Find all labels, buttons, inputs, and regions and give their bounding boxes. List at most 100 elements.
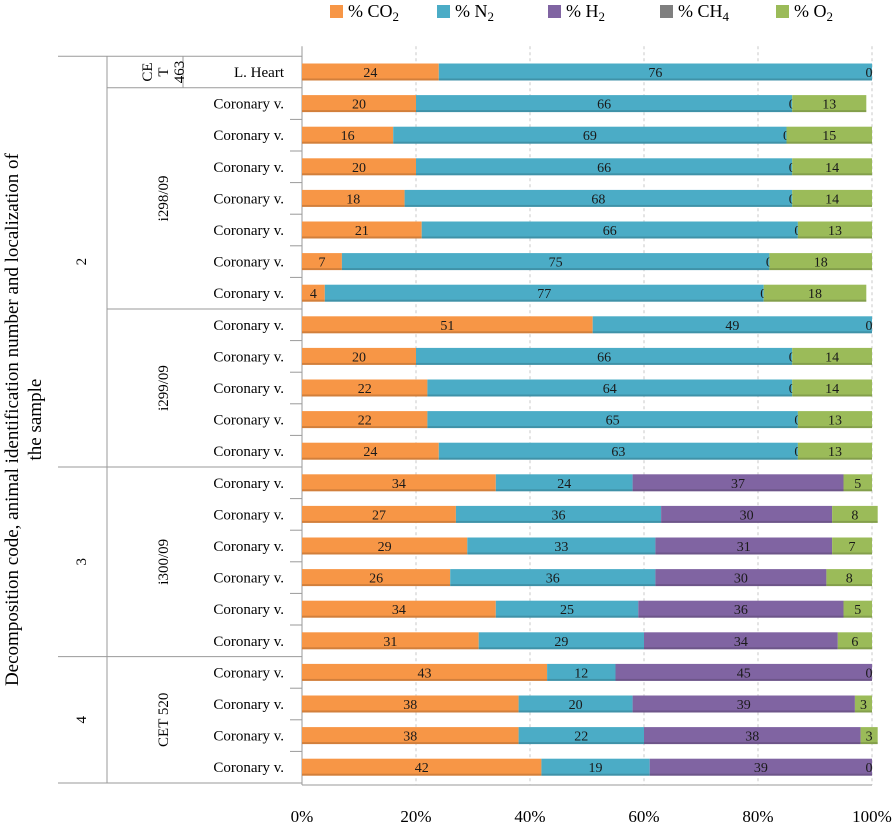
data-label: 22	[358, 414, 372, 429]
bar-segment	[416, 95, 793, 113]
x-tick-label: 0%	[291, 807, 314, 826]
bar-shade	[302, 362, 416, 365]
data-label: 4	[310, 287, 317, 302]
bar-segment	[843, 474, 872, 492]
bar-shade	[826, 584, 872, 587]
bar-shade	[661, 520, 833, 523]
data-label: 7	[849, 540, 856, 555]
bar-shade	[649, 773, 872, 776]
category-label: Coronary v.	[213, 286, 284, 302]
bar-shade	[644, 742, 861, 745]
legend-swatch	[330, 5, 343, 18]
bar-shade	[302, 678, 548, 681]
category-label: L. Heart	[234, 65, 285, 81]
bar-shade	[302, 742, 519, 745]
category-label: Coronary v.	[213, 255, 284, 271]
x-tick-label: 80%	[742, 807, 773, 826]
data-label: 24	[557, 477, 571, 492]
group-labels: CE T 463 i298/09 i299/09 i300/09 CET 520 2 3 4	[74, 61, 188, 747]
bar-segment	[421, 221, 798, 239]
data-label: 51	[440, 319, 454, 334]
bar-shade	[302, 457, 439, 460]
data-label: 0	[866, 319, 873, 334]
bar-segment	[302, 632, 479, 650]
bar-segment	[592, 316, 872, 334]
bar-row-17: 34 25 36 5	[302, 600, 872, 618]
bar-segment	[769, 253, 872, 271]
bar-shade	[302, 299, 325, 302]
bar-segment	[341, 253, 770, 271]
category-label: Coronary v.	[213, 571, 284, 587]
bar-segment	[302, 253, 342, 271]
bar-shade	[438, 78, 872, 81]
bar-segment	[302, 284, 325, 302]
data-label: 75	[549, 256, 563, 271]
x-tick-label: 40%	[514, 807, 545, 826]
y-axis-label: Decomposition code, animal identificatio…	[2, 152, 46, 686]
data-label: 39	[754, 761, 768, 776]
bar-shade	[786, 141, 872, 144]
bar-shade	[302, 615, 496, 618]
bar-segment	[495, 474, 633, 492]
bar-segment	[495, 600, 639, 618]
bar-shade	[302, 204, 405, 207]
bar-row-8: 51 49 0	[302, 316, 873, 334]
data-label: 6	[851, 635, 858, 650]
bar-row-22: 42 19 39 0	[302, 758, 873, 776]
animal-id-label: CE	[140, 62, 156, 81]
animal-id-label: i300/09	[156, 539, 172, 585]
data-label: 63	[611, 445, 625, 460]
bar-segment	[404, 189, 793, 207]
data-label: 34	[734, 635, 748, 650]
data-label: 30	[740, 508, 754, 523]
bar-segment	[302, 758, 542, 776]
data-label: 34	[392, 477, 406, 492]
category-label: Coronary v.	[213, 191, 284, 207]
data-label: 13	[828, 224, 842, 239]
legend-item-1: % N2	[437, 1, 494, 24]
bar-segment	[632, 474, 844, 492]
bar-shade	[438, 457, 798, 460]
bar-segment	[416, 158, 793, 176]
x-tick-label: 20%	[400, 807, 431, 826]
data-label: 3	[860, 698, 867, 713]
bar-row-20: 38 20 39 3	[302, 695, 872, 713]
category-label: Coronary v.	[213, 539, 284, 555]
bar-shade	[638, 615, 844, 618]
bar-segment	[450, 569, 656, 587]
bar-shade	[837, 647, 872, 650]
bar-segment	[302, 537, 468, 555]
bar-shade	[478, 647, 644, 650]
data-label: 13	[822, 98, 836, 113]
bar-shade	[302, 773, 542, 776]
data-label: 14	[825, 192, 839, 207]
bar-segment	[615, 663, 872, 681]
bar-shade	[792, 394, 872, 397]
bar-shade	[416, 173, 793, 176]
category-label: Coronary v.	[213, 223, 284, 239]
data-label: 20	[569, 698, 583, 713]
bar-shade	[302, 268, 342, 271]
data-label: 36	[552, 508, 566, 523]
bar-shade	[792, 110, 867, 113]
bar-row-15: 29 33 31 7	[302, 537, 872, 555]
bar-row-21: 38 22 38 3	[302, 727, 878, 745]
bar-row-4: 1868014	[302, 189, 872, 207]
x-tick-labels: 0% 20% 40% 60% 80% 100%	[291, 807, 892, 826]
bar-segment	[661, 505, 833, 523]
animal-id-label: i298/09	[156, 175, 172, 221]
bar-segment	[792, 95, 867, 113]
data-label: 0	[866, 66, 873, 81]
bar-shade	[615, 678, 872, 681]
bar-shade	[854, 710, 872, 713]
legend-item-2: % H2	[548, 1, 605, 24]
bar-shade	[797, 426, 872, 429]
bar-row-1: 2066013	[302, 95, 867, 113]
data-label: 14	[825, 382, 839, 397]
data-label: 34	[392, 603, 406, 618]
category-label: Coronary v.	[213, 128, 284, 144]
bar-segment	[416, 347, 793, 365]
data-label: 5	[854, 603, 861, 618]
bar-segment	[302, 347, 416, 365]
